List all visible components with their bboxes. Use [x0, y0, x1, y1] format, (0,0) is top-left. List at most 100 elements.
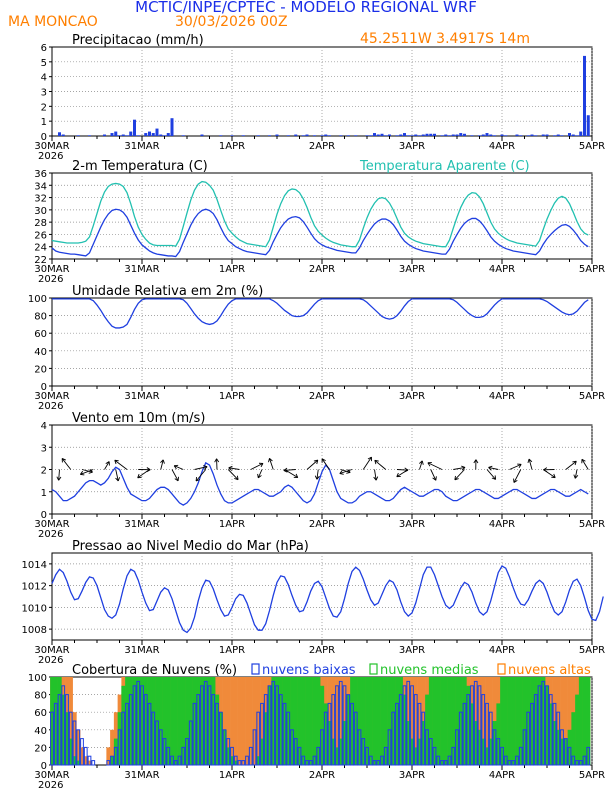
precip-bar — [441, 135, 444, 136]
cloud-bar-high — [238, 677, 242, 765]
precip-ytick-label: 4 — [41, 73, 47, 84]
cloud-bar-mid — [376, 677, 380, 765]
precip-bar — [418, 135, 421, 136]
cloud-bar-mid — [579, 677, 583, 765]
precip-bar — [137, 135, 140, 136]
cloud-bar-mid — [170, 677, 174, 765]
temp-xtick-label: 1APR — [219, 264, 245, 275]
slp-title: Pressao ao Nivel Medio do Mar (hPa) — [72, 539, 309, 554]
wind-year-label: 2026 — [38, 529, 63, 540]
precip-bar — [339, 135, 342, 136]
precip-bar — [171, 118, 174, 136]
precip-bar — [471, 135, 474, 136]
cloud-xtick-label: 5APR — [579, 770, 605, 781]
precip-bar — [324, 135, 327, 136]
cloud-bar-mid — [444, 677, 448, 765]
cloud-ytick-label: 60 — [34, 708, 47, 719]
temp-legend: Temperatura Aparente (C) — [359, 159, 530, 174]
precip-bar — [448, 135, 451, 136]
cloud-bar-mid — [309, 677, 313, 765]
precip-bar — [88, 135, 91, 136]
wind-arrow — [322, 459, 329, 470]
slp-year-label: 2026 — [38, 655, 63, 666]
precip-bar — [534, 135, 537, 136]
precip-xtick-label: 2APR — [309, 141, 335, 152]
precip-bar — [553, 135, 556, 136]
slp-ytick-label: 1010 — [22, 603, 47, 614]
rh-year-label: 2026 — [38, 401, 63, 412]
precip-bar — [122, 135, 125, 136]
precip-bar — [422, 135, 425, 136]
precip-bar — [167, 133, 170, 136]
precip-bar — [126, 135, 129, 136]
precip-bar — [459, 133, 462, 136]
rh-ytick-label: 60 — [34, 329, 47, 340]
precip-ytick-label: 6 — [41, 43, 47, 54]
precip-bar — [354, 135, 357, 136]
cloud-legend-swatch — [252, 664, 259, 674]
precip-bar — [276, 135, 279, 136]
precip-bar — [148, 132, 151, 136]
precip-bar — [77, 135, 80, 136]
precip-bar — [493, 135, 496, 136]
temp-ytick-label: 34 — [34, 181, 47, 192]
slp-frame — [52, 553, 592, 640]
precip-bar — [399, 135, 402, 136]
precip-bar — [452, 135, 455, 136]
rh-ytick-label: 100 — [28, 294, 47, 305]
cloud-bar-mid — [369, 677, 373, 765]
temp-title: 2-m Temperatura (C) — [72, 159, 208, 174]
precip-bar — [302, 135, 305, 136]
precip-bar — [426, 134, 429, 136]
cloud-bar-mid — [174, 677, 178, 765]
wind-ytick-label: 1 — [41, 488, 47, 499]
slp-line-pressao — [52, 566, 603, 632]
precip-bar — [396, 135, 399, 136]
precip-bar — [144, 133, 147, 136]
precip-bar — [133, 120, 136, 136]
precip-bar — [377, 135, 380, 136]
precip-xtick-label: 3APR — [399, 141, 425, 152]
precip-ytick-label: 1 — [41, 117, 47, 128]
precip-bar — [501, 135, 504, 136]
precip-xtick-label: 4APR — [489, 141, 515, 152]
temp-ytick-label: 24 — [34, 243, 47, 254]
precip-bar — [201, 135, 204, 136]
precip-bar — [111, 133, 114, 136]
precip-bar — [489, 135, 492, 136]
precip-bar — [347, 135, 350, 136]
wind-title: Vento em 10m (m/s) — [72, 411, 205, 426]
wind-xtick-label: 3APR — [399, 519, 425, 530]
wind-line-vento — [52, 463, 588, 505]
cloud-bar-high — [241, 677, 245, 765]
precip-bar — [62, 135, 65, 136]
cloud-xtick-label: 4APR — [489, 770, 515, 781]
precip-bar — [306, 135, 309, 136]
temp-ytick-label: 28 — [34, 218, 47, 229]
precip-bar — [482, 135, 485, 136]
precip-bar — [583, 56, 586, 136]
slp-xtick-label: 1APR — [219, 645, 245, 656]
rh-xtick-label: 2APR — [309, 391, 335, 402]
slp-xtick-label: 4APR — [489, 645, 515, 656]
slp-ytick-label: 1012 — [22, 582, 47, 593]
wind-arrow — [375, 460, 386, 469]
wind-arrow — [397, 470, 408, 477]
cloud-ytick-label: 100 — [28, 673, 47, 684]
precip-bar — [373, 133, 376, 136]
temp-ytick-label: 36 — [34, 169, 47, 180]
cloud-bar-mid — [508, 677, 512, 765]
precip-bar — [403, 133, 406, 136]
precip-bar — [572, 135, 575, 136]
precip-bar — [542, 135, 545, 136]
precip-bar — [429, 134, 432, 136]
wind-xtick-label: 1APR — [219, 519, 245, 530]
cloud-xtick-label: 31MAR — [124, 770, 159, 781]
precip-bar — [579, 132, 582, 136]
precip-bar — [384, 135, 387, 136]
temp-ytick-label: 26 — [34, 230, 47, 241]
precip-bar — [411, 135, 414, 136]
cloud-bar-mid — [373, 677, 377, 765]
